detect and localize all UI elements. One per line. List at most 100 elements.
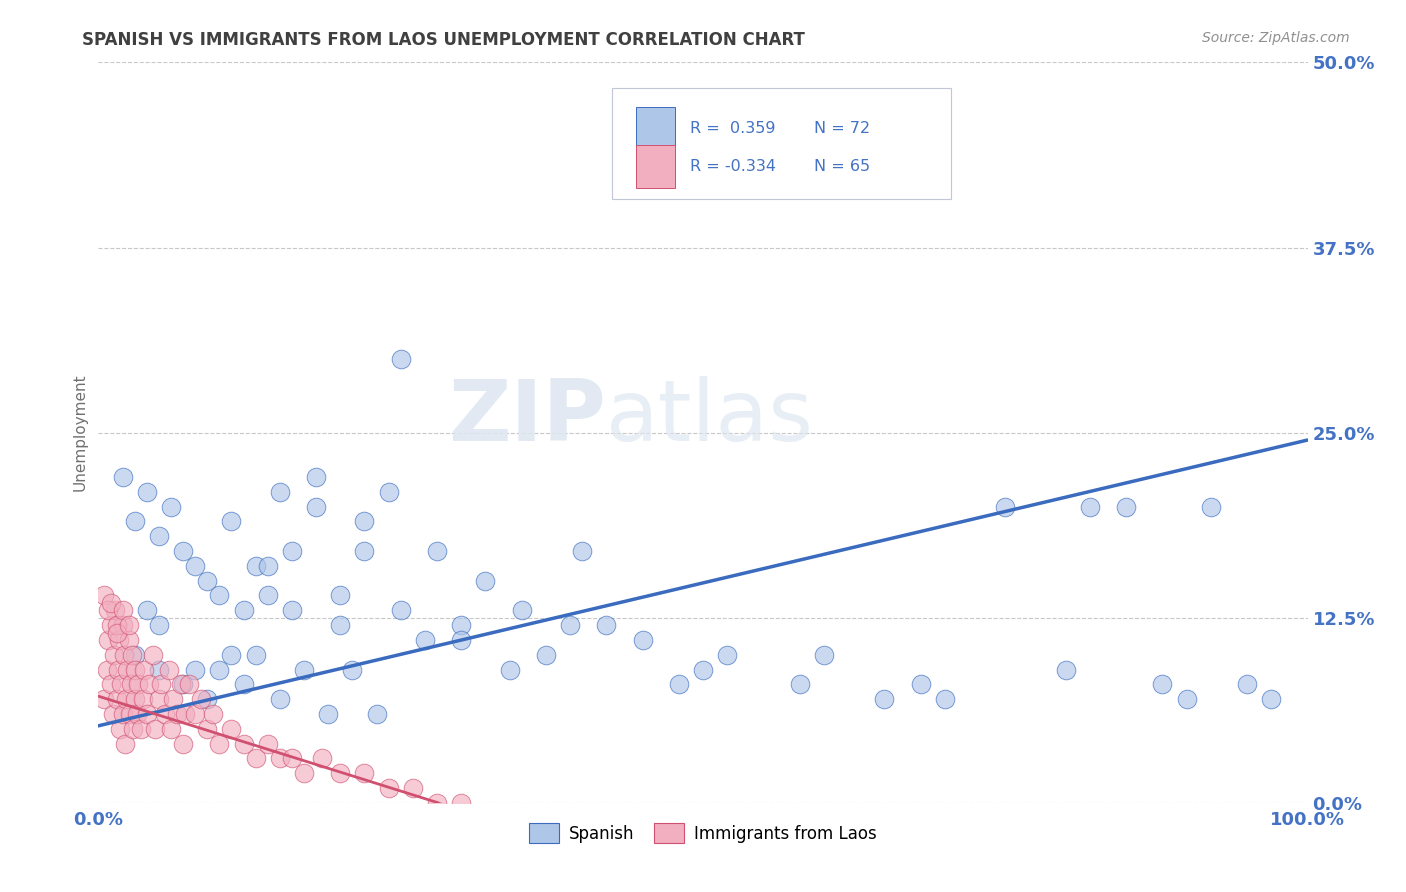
Point <box>135 484 157 499</box>
Point <box>716 648 738 662</box>
Point <box>558 618 581 632</box>
Point <box>101 706 124 721</box>
Point <box>111 470 134 484</box>
Point <box>104 603 127 617</box>
Point <box>100 618 122 632</box>
Point <box>208 663 231 677</box>
Point <box>122 722 145 736</box>
Point <box>143 722 166 736</box>
Point <box>174 706 197 721</box>
Point <box>305 470 328 484</box>
Point <box>93 589 115 603</box>
Point <box>389 351 412 366</box>
FancyBboxPatch shape <box>613 88 950 200</box>
FancyBboxPatch shape <box>637 145 675 188</box>
Point <box>426 796 449 810</box>
Point <box>208 589 231 603</box>
Point <box>426 544 449 558</box>
Point <box>100 677 122 691</box>
Point <box>450 796 472 810</box>
Point <box>342 663 364 677</box>
Point <box>269 751 291 765</box>
Point <box>353 515 375 529</box>
Point <box>202 706 225 721</box>
Point <box>97 632 120 647</box>
Point <box>305 500 328 514</box>
Point <box>124 692 146 706</box>
Point <box>292 766 315 780</box>
Point <box>256 558 278 573</box>
Point <box>118 706 141 721</box>
Point <box>389 603 412 617</box>
Point <box>160 500 183 514</box>
Point <box>692 663 714 677</box>
Point <box>97 603 120 617</box>
Point <box>120 677 142 691</box>
Point <box>121 648 143 662</box>
Point <box>366 706 388 721</box>
Point <box>1115 500 1137 514</box>
Point <box>132 692 155 706</box>
Point <box>190 692 212 706</box>
Legend: Spanish, Immigrants from Laos: Spanish, Immigrants from Laos <box>522 816 884 850</box>
Point <box>402 780 425 795</box>
Point <box>142 648 165 662</box>
Point <box>105 618 128 632</box>
Point <box>160 722 183 736</box>
Point <box>172 677 194 691</box>
Point <box>112 648 135 662</box>
Point <box>135 603 157 617</box>
Text: atlas: atlas <box>606 376 814 459</box>
Point <box>413 632 436 647</box>
Point <box>118 632 141 647</box>
Point <box>510 603 533 617</box>
Point <box>1175 692 1198 706</box>
Point <box>221 722 243 736</box>
Point <box>571 544 593 558</box>
Point <box>873 692 896 706</box>
Point <box>256 737 278 751</box>
Point <box>96 663 118 677</box>
Point <box>134 663 156 677</box>
Point <box>1260 692 1282 706</box>
Point <box>281 603 304 617</box>
Point <box>316 706 339 721</box>
Point <box>269 484 291 499</box>
Point <box>153 706 176 721</box>
Point <box>329 589 352 603</box>
Point <box>910 677 932 691</box>
Point <box>169 677 191 691</box>
Point <box>195 574 218 588</box>
Point <box>166 706 188 721</box>
Point <box>179 677 201 691</box>
Point <box>150 677 173 691</box>
Point <box>100 596 122 610</box>
Point <box>245 648 267 662</box>
Point <box>110 677 132 691</box>
Point <box>148 618 170 632</box>
Point <box>450 618 472 632</box>
Point <box>208 737 231 751</box>
Point <box>256 589 278 603</box>
Text: R =  0.359: R = 0.359 <box>690 120 775 136</box>
Point <box>111 706 134 721</box>
Point <box>172 737 194 751</box>
Point <box>232 737 254 751</box>
Point <box>124 515 146 529</box>
Point <box>329 766 352 780</box>
Point <box>129 722 152 736</box>
Point <box>172 544 194 558</box>
Point <box>114 737 136 751</box>
Point <box>184 558 207 573</box>
Point <box>127 706 149 721</box>
Point <box>1199 500 1222 514</box>
Point <box>93 692 115 706</box>
Point <box>138 677 160 691</box>
Point <box>108 632 131 647</box>
Point <box>117 663 139 677</box>
Point <box>148 529 170 543</box>
Text: R = -0.334: R = -0.334 <box>690 159 776 174</box>
Point <box>105 625 128 640</box>
Point <box>269 692 291 706</box>
Point <box>184 663 207 677</box>
